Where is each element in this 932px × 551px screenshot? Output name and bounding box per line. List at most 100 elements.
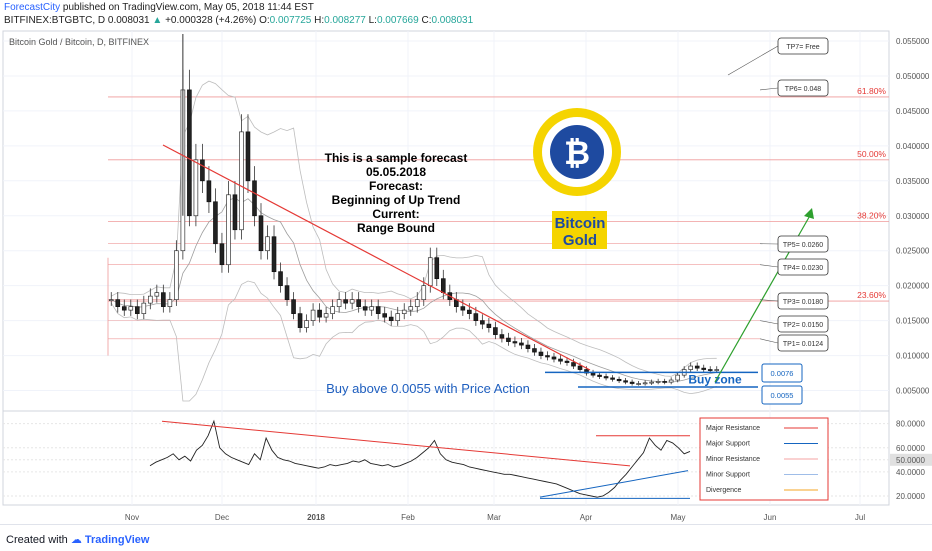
candle-body — [422, 286, 426, 300]
rsi-tick-label: 20.0000 — [896, 492, 925, 501]
candle-body — [363, 307, 367, 310]
target-callout-label: TP7= Free — [786, 44, 819, 51]
bitcoin-symbol: ₿ — [564, 135, 590, 171]
candle-body — [650, 382, 654, 383]
candle-body — [572, 363, 576, 366]
candle-body — [226, 195, 230, 265]
price-axis[interactable]: 0.0550000.0500000.0450000.0400000.035000… — [896, 37, 930, 396]
candle-body — [292, 300, 296, 314]
candle-body — [109, 300, 113, 301]
candle-body — [598, 375, 602, 376]
candle-body — [559, 359, 563, 361]
candle-body — [441, 279, 445, 293]
price-tick-label: 0.005000 — [896, 387, 930, 396]
candle-body — [298, 314, 302, 328]
candle-body — [624, 381, 628, 382]
tradingview-logo-icon: ☁ — [71, 534, 82, 546]
candle-body — [194, 160, 198, 216]
candle-body — [129, 307, 133, 310]
legend-label: Minor Resistance — [706, 456, 760, 463]
candle-body — [200, 160, 204, 181]
candle-body — [637, 384, 641, 385]
candle-body — [331, 307, 335, 314]
candle-body — [148, 296, 152, 303]
candle-body — [708, 370, 712, 371]
candle-body — [161, 293, 165, 307]
candle-body — [122, 307, 126, 310]
buy-zone-price-label: 0.0076 — [771, 369, 794, 378]
legend-label: Major Support — [706, 441, 750, 448]
candle-body — [318, 310, 322, 317]
candle-body — [350, 300, 354, 303]
candle-body — [565, 361, 569, 362]
created-with: Created with ☁ TradingView — [6, 533, 149, 546]
rsi-tick-label: 40.0000 — [896, 468, 925, 477]
time-tick-label: Jul — [855, 513, 865, 522]
price-tick-label: 0.010000 — [896, 352, 930, 361]
price-tick-label: 0.025000 — [896, 247, 930, 256]
candle-body — [233, 195, 237, 230]
candle-body — [578, 366, 582, 369]
price-tick-label: 0.035000 — [896, 177, 930, 186]
rsi-tick-label: 80.0000 — [896, 420, 925, 429]
tradingview-brand[interactable]: TradingView — [85, 534, 150, 546]
created-with-text: Created with — [6, 534, 68, 546]
candle-body — [630, 382, 634, 383]
time-tick-label: Jun — [764, 513, 777, 522]
fib-label: 23.60% — [857, 290, 886, 300]
buy-instruction-text: Buy above 0.0055 with Price Action — [326, 381, 530, 396]
candle-body — [532, 349, 536, 352]
candle-body — [415, 300, 419, 307]
target-callout-label: TP3= 0.0180 — [783, 299, 823, 306]
fib-label: 38.20% — [857, 210, 886, 220]
candle-body — [279, 272, 283, 286]
legend-label: Minor Support — [706, 472, 750, 479]
annotation-line-4: Beginning of Up Trend — [332, 193, 461, 207]
candle-body — [702, 368, 706, 369]
fib-label: 50.00% — [857, 149, 886, 159]
candle-body — [513, 342, 517, 343]
target-callout-label: TP2= 0.0150 — [783, 322, 823, 329]
candle-body — [259, 216, 263, 251]
price-tick-label: 0.055000 — [896, 37, 930, 46]
candle-body — [526, 345, 530, 348]
candle-body — [253, 181, 257, 216]
chart-title: Bitcoin Gold / Bitcoin, D, BITFINEX — [9, 37, 149, 47]
candle-body — [611, 378, 615, 379]
candle-body — [389, 317, 393, 320]
annotation-line-6: Range Bound — [357, 221, 435, 235]
candle-body — [546, 356, 550, 357]
candle-body — [324, 314, 328, 317]
candle-body — [695, 366, 699, 368]
candle-body — [487, 324, 491, 327]
candle-body — [142, 303, 146, 313]
candle-body — [552, 357, 556, 359]
buy-zone-price-label: 0.0055 — [771, 391, 794, 400]
candle-body — [357, 300, 361, 307]
candle-body — [676, 375, 680, 380]
candle-body — [187, 90, 191, 216]
fib-label: 61.80% — [857, 86, 886, 96]
price-tick-label: 0.020000 — [896, 282, 930, 291]
candle-body — [285, 286, 289, 300]
time-tick-label: May — [670, 513, 685, 522]
candle-body — [311, 310, 315, 320]
chart-canvas[interactable]: 61.80%50.00%38.20%23.60% Buy zone TP7= F… — [0, 0, 932, 524]
time-tick-label: Mar — [487, 513, 501, 522]
target-callout-label: TP1= 0.0124 — [783, 341, 823, 348]
candle-body — [240, 132, 244, 230]
candle-body — [155, 293, 159, 296]
candle-body — [643, 383, 647, 384]
candle-body — [266, 237, 270, 251]
candle-body — [168, 300, 172, 307]
candle-body — [461, 307, 465, 310]
candle-body — [604, 377, 608, 378]
time-tick-label: 2018 — [307, 513, 325, 522]
candle-body — [500, 335, 504, 338]
candle-body — [715, 370, 719, 371]
candle-body — [135, 307, 139, 314]
candle-body — [220, 244, 224, 265]
coin-label-line-1: Bitcoin — [555, 215, 606, 232]
candle-body — [305, 321, 309, 328]
